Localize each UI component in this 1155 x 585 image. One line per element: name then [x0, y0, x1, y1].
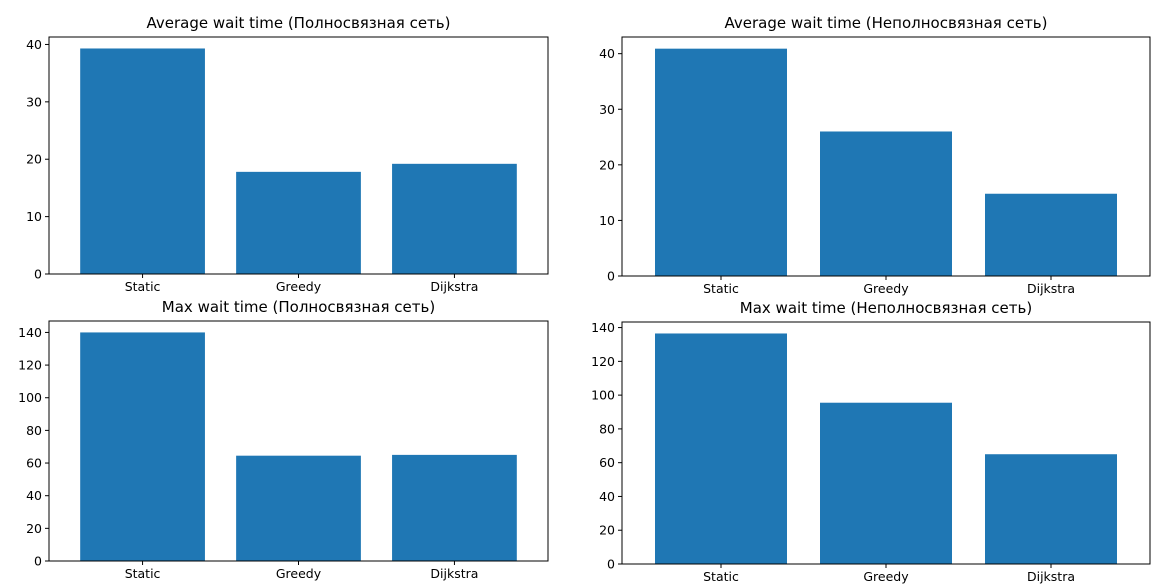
bar-greedy: [236, 171, 361, 274]
y-tick-label: 120: [18, 358, 42, 373]
y-tick-label: 0: [607, 269, 615, 284]
bar-dijkstra: [392, 454, 517, 561]
y-tick-label: 0: [34, 554, 42, 569]
x-tick-label: Dijkstra: [430, 279, 478, 294]
y-tick-label: 20: [599, 157, 615, 172]
y-tick-label: 20: [26, 152, 42, 167]
bar-static: [80, 48, 205, 275]
x-tick-label: Static: [703, 281, 739, 296]
bar-dijkstra: [985, 454, 1117, 564]
y-tick-label: 40: [599, 489, 615, 504]
subplot-avg-partial: 0 10 20 30 40 Static Greedy Dijkstra Average wai…: [599, 14, 1151, 296]
y-tick-label: 20: [599, 523, 615, 538]
bar-static: [80, 332, 205, 561]
y-tick-label: 80: [599, 421, 615, 436]
y-tick-label: 60: [599, 455, 615, 470]
chart-title: Average wait time (Полносвязная сеть): [147, 14, 451, 32]
y-tick-label: 30: [26, 94, 42, 109]
y-tick-label: 0: [607, 557, 615, 572]
y-tick-label: 100: [18, 390, 42, 405]
bar-greedy: [236, 455, 361, 561]
x-tick-label: Dijkstra: [1027, 569, 1075, 584]
subplot-max-partial: 0 20 40 60 80 100 120 140 Static Greedy Dijkstra Ma…: [591, 299, 1151, 584]
y-tick-label: 30: [599, 102, 615, 117]
y-tick-label: 80: [26, 423, 42, 438]
x-tick-label: Greedy: [276, 566, 322, 581]
y-tick-label: 100: [591, 388, 615, 403]
chart-title: Average wait time (Неполносвязная сеть): [725, 14, 1048, 32]
y-tick-label: 40: [599, 46, 615, 61]
bar-static: [655, 333, 787, 564]
y-tick-label: 0: [34, 267, 42, 282]
x-tick-label: Greedy: [863, 281, 909, 296]
chart-title: Max wait time (Неполносвязная сеть): [740, 299, 1032, 317]
x-tick-label: Greedy: [863, 569, 909, 584]
x-tick-label: Dijkstra: [430, 566, 478, 581]
y-tick-label: 40: [26, 37, 42, 52]
x-tick-label: Static: [125, 566, 161, 581]
bar-dijkstra: [392, 163, 517, 274]
subplot-max-full: 0 20 40 60 80 100 120 140 Static Greedy Dijkstra Ma…: [18, 298, 549, 581]
y-tick-label: 120: [591, 354, 615, 369]
y-tick-label: 140: [18, 325, 42, 340]
bar-dijkstra: [985, 193, 1117, 276]
bar-greedy: [820, 402, 952, 564]
x-tick-label: Static: [703, 569, 739, 584]
y-tick-label: 20: [26, 521, 42, 536]
y-tick-label: 10: [599, 213, 615, 228]
y-tick-label: 140: [591, 320, 615, 335]
bar-greedy: [820, 131, 952, 276]
x-tick-label: Static: [125, 279, 161, 294]
bar-static: [655, 48, 787, 276]
y-tick-label: 10: [26, 209, 42, 224]
x-tick-label: Greedy: [276, 279, 322, 294]
y-tick-label: 60: [26, 456, 42, 471]
x-tick-label: Dijkstra: [1027, 281, 1075, 296]
chart-title: Max wait time (Полносвязная сеть): [162, 298, 435, 316]
subplot-avg-full: 0 10 20 30 40 Static Greedy Dijkstra Average wai…: [26, 14, 549, 294]
y-tick-label: 40: [26, 488, 42, 503]
